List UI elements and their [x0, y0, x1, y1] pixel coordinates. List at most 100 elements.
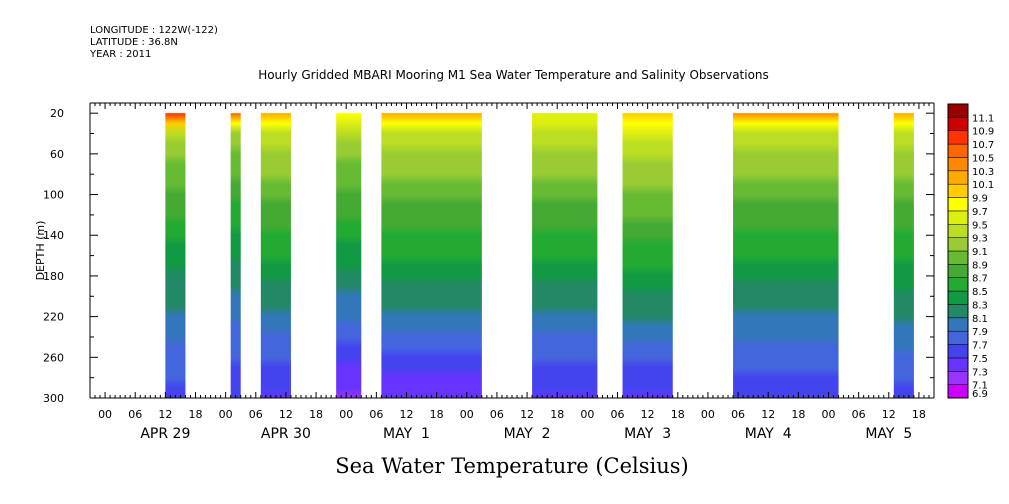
x-day-label: MAY 4 — [745, 426, 792, 442]
colorbar-label: 7.5 — [972, 354, 988, 365]
data-block — [260, 113, 291, 398]
colorbar-label: 10.7 — [972, 140, 994, 151]
y-tick-label: 180 — [43, 270, 64, 283]
x-hour-tick-label: 00 — [460, 408, 474, 421]
colorbar-swatch — [947, 237, 969, 252]
variable-title: Sea Water Temperature (Celsius) — [335, 454, 689, 478]
x-day-label: MAY 1 — [383, 426, 430, 442]
colorbar-swatch — [947, 170, 969, 185]
x-hour-tick-label: 18 — [791, 408, 805, 421]
x-hour-tick-label: 12 — [882, 408, 896, 421]
y-tick-label: 100 — [43, 189, 64, 202]
colorbar-swatch — [947, 250, 969, 265]
colorbar-swatch — [947, 304, 969, 319]
x-hour-tick-label: 18 — [309, 408, 323, 421]
colorbar-swatch — [947, 344, 969, 359]
colorbar-label: 8.9 — [972, 260, 988, 271]
colorbar-swatch — [947, 197, 969, 212]
data-block — [230, 113, 241, 398]
x-day-label: APR 30 — [261, 426, 311, 442]
colorbar-swatch — [947, 183, 969, 198]
x-hour-tick-label: 00 — [701, 408, 715, 421]
colorbar-label: 8.7 — [972, 274, 988, 285]
x-hour-tick-label: 12 — [641, 408, 655, 421]
data-block — [733, 113, 839, 398]
colorbar-label: 10.9 — [972, 127, 994, 138]
x-hour-tick-label: 18 — [550, 408, 564, 421]
x-day-label: APR 29 — [140, 426, 190, 442]
colorbar-swatch — [947, 103, 969, 118]
colorbar-swatch — [947, 357, 969, 372]
x-hour-tick-label: 00 — [98, 408, 112, 421]
x-hour-tick-label: 06 — [611, 408, 625, 421]
colorbar-frame — [947, 103, 969, 399]
colorbar-label: 11.1 — [972, 113, 994, 124]
x-hour-tick-label: 06 — [369, 408, 383, 421]
colorbar-label: 7.3 — [972, 367, 988, 378]
colorbar-label: 8.5 — [972, 287, 988, 298]
x-hour-tick-label: 06 — [852, 408, 866, 421]
x-hour-tick-label: 06 — [731, 408, 745, 421]
x-hour-tick-label: 00 — [822, 408, 836, 421]
x-hour-tick-label: 00 — [219, 408, 233, 421]
colorbar-label: 10.3 — [972, 167, 994, 178]
data-block — [165, 113, 186, 398]
colorbar-label: 10.5 — [972, 153, 994, 164]
data-block — [622, 113, 673, 398]
x-day-label: MAY 2 — [504, 426, 551, 442]
y-tick-label: 220 — [43, 311, 64, 324]
x-day-label: MAY 5 — [865, 426, 912, 442]
x-hour-tick-label: 12 — [761, 408, 775, 421]
colorbar-swatch — [947, 384, 969, 399]
colorbar-swatch — [947, 371, 969, 385]
colorbar-swatch — [947, 330, 969, 345]
longitude-label: LONGITUDE : 122W(-122) — [90, 25, 218, 36]
x-hour-tick-label: 06 — [128, 408, 142, 421]
year-label: YEAR : 2011 — [90, 49, 152, 60]
data-block — [532, 113, 598, 398]
colorbar-label: 10.1 — [972, 180, 994, 191]
colorbar-label: 9.7 — [972, 207, 988, 218]
y-axis-label: DEPTH (m) — [34, 221, 47, 281]
colorbar-label: 6.9 — [972, 389, 988, 400]
colorbar-swatch — [947, 290, 969, 305]
colorbar-swatch — [947, 317, 969, 332]
x-hour-tick-label: 12 — [520, 408, 534, 421]
data-block — [893, 113, 914, 398]
data-block — [381, 113, 482, 398]
colorbar-label: 8.1 — [972, 314, 988, 325]
x-hour-tick-label: 06 — [490, 408, 504, 421]
colorbar-swatch — [947, 117, 969, 131]
chart-title: Hourly Gridded MBARI Mooring M1 Sea Wate… — [258, 68, 769, 82]
y-tick-label: 140 — [43, 229, 64, 242]
colorbar-swatch — [947, 277, 969, 292]
x-day-label: MAY 3 — [624, 426, 671, 442]
latitude-label: LATITUDE : 36.8N — [90, 37, 178, 48]
x-hour-tick-label: 06 — [249, 408, 263, 421]
x-hour-tick-label: 18 — [912, 408, 926, 421]
x-hour-tick-label: 00 — [339, 408, 353, 421]
colorbar-swatch — [947, 143, 969, 158]
y-tick-label: 300 — [43, 392, 64, 405]
colorbar-label: 9.3 — [972, 234, 988, 245]
colorbar-label: 7.9 — [972, 327, 988, 338]
x-hour-tick-label: 12 — [158, 408, 172, 421]
colorbar-swatch — [947, 210, 969, 225]
colorbar-swatch — [947, 224, 969, 238]
colorbar-label: 9.9 — [972, 194, 988, 205]
x-hour-tick-label: 12 — [279, 408, 293, 421]
colorbar-label: 9.5 — [972, 220, 988, 231]
y-tick-label: 260 — [43, 351, 64, 364]
data-block — [336, 113, 362, 398]
colorbar-label: 7.7 — [972, 341, 988, 352]
y-tick-label: 20 — [50, 107, 64, 120]
colorbar-swatch — [947, 130, 969, 145]
colorbar-label: 9.1 — [972, 247, 988, 258]
colorbar-swatch — [947, 264, 969, 278]
x-hour-tick-label: 18 — [189, 408, 203, 421]
colorbar-label: 7.1 — [972, 381, 988, 392]
x-hour-tick-label: 18 — [430, 408, 444, 421]
y-tick-label: 60 — [50, 148, 64, 161]
